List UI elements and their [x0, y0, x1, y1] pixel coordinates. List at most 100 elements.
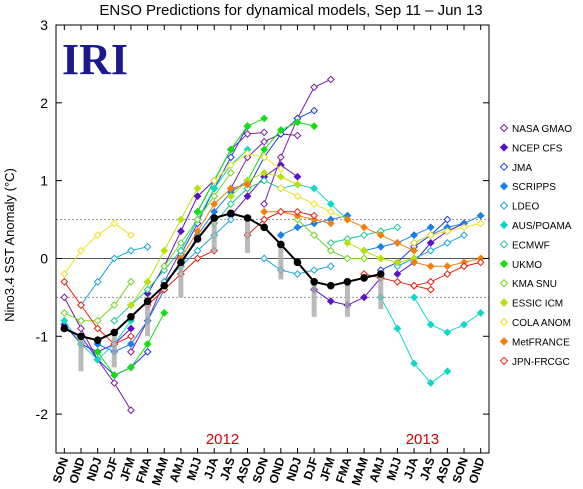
- forecast-point: [460, 320, 468, 329]
- forecast-point: [77, 246, 85, 255]
- forecast-point: [293, 223, 302, 232]
- observed-point: [293, 258, 302, 267]
- forecast-point: [260, 200, 269, 208]
- legend: NASA GMAO NCEP CFS JMA SCRIPPS LDEO AUS/POAMA…: [499, 123, 572, 368]
- forecast-point: [226, 161, 235, 169]
- legend-entry: COLA ANOM: [512, 318, 571, 329]
- forecast-point: [193, 227, 202, 236]
- observed-point: [227, 209, 235, 218]
- forecast-point: [110, 379, 119, 387]
- y-tick-label: 1: [40, 173, 48, 189]
- y-tick-label: -1: [36, 328, 49, 344]
- forecast-point: [310, 211, 319, 220]
- forecast-point: [410, 231, 418, 240]
- forecast-point: [226, 192, 235, 201]
- chart-title: ENSO Predictions for dynamical models, S…: [99, 2, 482, 19]
- observed-point: [60, 324, 69, 333]
- y-tick-label: -2: [36, 406, 49, 422]
- forecast-point: [426, 238, 435, 247]
- legend-entry: AUS/POAMA: [512, 221, 572, 232]
- observed-point: [177, 258, 185, 267]
- forecast-point: [443, 367, 452, 376]
- iri-logo: IRI: [62, 35, 128, 84]
- forecast-point: [77, 316, 85, 325]
- forecast-point: [243, 192, 252, 201]
- forecast-point: [360, 246, 369, 255]
- forecast-point: [460, 262, 468, 271]
- forecast-point: [343, 254, 352, 263]
- forecast-point: [276, 165, 285, 173]
- forecast-point: [393, 270, 402, 278]
- forecast-point: [127, 246, 135, 255]
- forecast-point: [360, 293, 369, 302]
- legend-marker: [499, 181, 509, 191]
- observed-point: [110, 328, 119, 337]
- forecast-point: [426, 262, 435, 271]
- forecast-point: [426, 320, 435, 329]
- forecast-point: [293, 172, 302, 181]
- legend-entry: LDEO: [512, 202, 539, 213]
- forecast-point: [193, 246, 202, 255]
- legend-entry: ESSIC ICM: [512, 299, 563, 310]
- y-tick-label: 3: [40, 17, 48, 33]
- forecast-point: [127, 301, 135, 310]
- forecast-point: [93, 316, 102, 325]
- forecast-point: [127, 332, 135, 341]
- x-tick-label: DJF: [101, 456, 121, 482]
- forecast-point: [443, 262, 452, 271]
- forecast-point: [127, 347, 135, 356]
- forecast-point: [260, 137, 269, 146]
- forecast-point: [393, 324, 402, 333]
- forecast-point: [393, 258, 402, 267]
- legend-entry: NASA GMAO: [512, 124, 572, 135]
- forecast-point: [410, 359, 418, 368]
- x-tick-label: DJF: [301, 456, 321, 482]
- forecast-point: [160, 309, 169, 317]
- forecast-point: [60, 309, 69, 317]
- forecast-point: [310, 200, 319, 208]
- forecast-point: [226, 184, 235, 193]
- forecast-point: [210, 176, 219, 185]
- forecast-point: [410, 258, 418, 267]
- legend-marker: [499, 123, 509, 133]
- observed-point: [376, 270, 385, 278]
- forecast-point: [260, 128, 269, 137]
- legend-entry: MetFRANCE: [512, 337, 570, 348]
- forecast-point: [127, 277, 135, 286]
- forecast-point: [476, 219, 485, 228]
- x-tick-label: MJJ: [384, 456, 405, 483]
- forecast-point: [243, 122, 252, 131]
- forecast-point: [293, 192, 302, 201]
- forecast-point: [276, 153, 285, 162]
- forecast-point: [426, 285, 435, 294]
- legend-entry: KMA SNU: [512, 279, 557, 290]
- forecast-point: [143, 242, 152, 251]
- forecast-point: [93, 347, 102, 356]
- forecast-point: [243, 180, 252, 189]
- forecast-point: [160, 246, 169, 255]
- forecast-point: [310, 231, 319, 240]
- year-label: 2012: [206, 431, 239, 448]
- forecast-point: [143, 285, 152, 294]
- forecast-point: [110, 316, 119, 325]
- forecast-point: [276, 231, 285, 240]
- forecast-point: [60, 316, 69, 325]
- x-tick-label: JJA: [401, 455, 421, 481]
- forecast-point: [310, 266, 319, 275]
- forecast-point: [476, 258, 485, 267]
- x-tick-label: JAS: [217, 456, 238, 483]
- observed-series: [60, 209, 385, 372]
- forecast-point: [176, 238, 185, 247]
- forecast-point: [360, 254, 369, 263]
- plot-frame: [55, 24, 490, 454]
- forecast-point: [426, 231, 435, 240]
- forecast-point: [426, 277, 435, 286]
- forecast-point: [77, 301, 85, 310]
- forecast-point: [410, 246, 418, 255]
- forecast-point: [176, 215, 185, 224]
- forecast-point: [376, 254, 385, 263]
- forecast-point: [110, 219, 119, 228]
- legend-marker: [499, 201, 509, 210]
- forecast-point: [326, 297, 335, 306]
